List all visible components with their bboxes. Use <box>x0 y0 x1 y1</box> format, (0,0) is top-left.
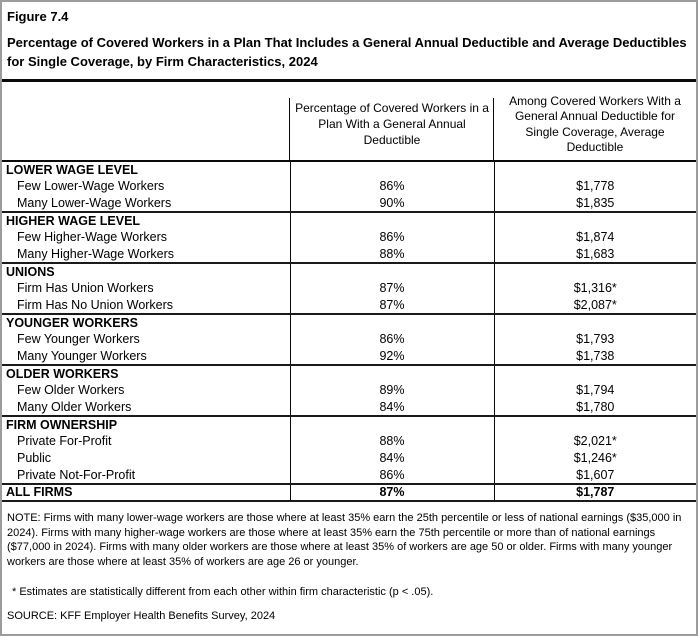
pct-cell: 86% <box>289 178 494 196</box>
deductible-cell <box>493 364 696 383</box>
deductible-table: Percentage of Covered Workers in a Plan … <box>2 81 696 503</box>
row-label-cell: Firm Has No Union Workers <box>17 297 174 312</box>
row-label-cell: Few Older Workers <box>17 383 125 397</box>
row-label-cell: Many Higher-Wage Workers <box>17 246 174 261</box>
table-body: LOWER WAGE LEVEL Few Lower-Wage Workers 86… <box>2 161 696 503</box>
row-label-cell: YOUNGER WORKERS <box>2 313 290 332</box>
column-divider <box>493 97 494 161</box>
column-header-deductible: Among Covered Workers With a General Ann… <box>493 81 696 163</box>
pct-cell: 86% <box>289 229 494 247</box>
deductible-cell: $1,794 <box>493 382 696 400</box>
pct-cell: 87% <box>289 297 494 315</box>
table-row: Public 84% $1,246* <box>2 450 696 468</box>
figure-title: Percentage of Covered Workers in a Plan … <box>7 35 687 69</box>
table-row: Private For-Profit 88% $2,021* <box>2 433 696 451</box>
table-row: Few Higher-Wage Workers 86% $1,874 <box>2 229 696 247</box>
table-row: Few Older Workers 89% $1,794 <box>2 382 696 400</box>
deductible-cell: $1,793 <box>493 331 696 349</box>
row-label-cell: Many Lower-Wage Workers <box>17 195 172 210</box>
column-header-pct-label: Percentage of Covered Workers in a Plan … <box>295 101 489 147</box>
row-label-cell: Many Older Workers <box>17 399 132 414</box>
pct-cell: 84% <box>289 399 494 417</box>
table-row: Many Older Workers 84% $1,780 <box>2 399 696 417</box>
pct-cell <box>289 364 494 383</box>
total-row: ALL FIRMS 87% $1,787 <box>2 483 696 503</box>
row-label-cell: Few Younger Workers <box>17 332 140 346</box>
pct-cell: 86% <box>289 467 494 485</box>
row-label-cell: Private Not-For-Profit <box>17 467 136 482</box>
section-header-row: LOWER WAGE LEVEL <box>2 161 696 179</box>
table-row: Few Lower-Wage Workers 86% $1,778 <box>2 178 696 196</box>
deductible-cell: $1,246* <box>493 450 696 468</box>
deductible-cell <box>493 262 696 281</box>
column-header-deductible-label: Among Covered Workers With a General Ann… <box>509 93 681 155</box>
deductible-cell: $1,780 <box>493 399 696 417</box>
pct-cell: 88% <box>289 246 494 264</box>
asterisk-note: * Estimates are statistically different … <box>12 585 434 598</box>
row-label-cell: OLDER WORKERS <box>2 364 290 383</box>
table-row: Many Higher-Wage Workers 88% $1,683 <box>2 246 696 264</box>
note-text: NOTE: Firms with many lower-wage workers… <box>7 512 682 568</box>
deductible-cell: $2,021* <box>493 433 696 451</box>
section-header-row: UNIONS <box>2 262 696 281</box>
pct-cell <box>289 415 494 434</box>
table-row: Private Not-For-Profit 86% $1,607 <box>2 467 696 485</box>
pct-cell: 89% <box>289 382 494 400</box>
figure-label: Figure 7.4 <box>7 9 69 24</box>
pct-cell: 86% <box>289 331 494 349</box>
pct-cell <box>289 211 494 230</box>
row-label-cell: FIRM OWNERSHIP <box>2 415 290 434</box>
row-label-cell: Firm Has Union Workers <box>17 281 154 295</box>
table-row: Firm Has Union Workers 87% $1,316* <box>2 280 696 298</box>
section-header-row: OLDER WORKERS <box>2 364 696 383</box>
pct-cell: 87% <box>289 483 494 503</box>
pct-cell <box>289 313 494 332</box>
pct-cell <box>289 161 494 179</box>
notes-block: NOTE: Firms with many lower-wage workers… <box>2 502 696 624</box>
table-row: Many Younger Workers 92% $1,738 <box>2 348 696 366</box>
row-label-cell: Public <box>17 451 52 465</box>
table-row: Firm Has No Union Workers 87% $2,087* <box>2 297 696 315</box>
deductible-cell: $1,778 <box>493 178 696 196</box>
row-label-cell: HIGHER WAGE LEVEL <box>2 211 290 230</box>
deductible-cell <box>493 415 696 434</box>
deductible-cell <box>493 161 696 179</box>
row-label-cell: Many Younger Workers <box>17 348 147 363</box>
pct-cell: 87% <box>289 280 494 298</box>
deductible-cell: $1,787 <box>493 483 696 503</box>
deductible-cell: $2,087* <box>493 297 696 315</box>
pct-cell <box>289 262 494 281</box>
deductible-cell: $1,738 <box>493 348 696 366</box>
pct-cell: 92% <box>289 348 494 366</box>
title-block: Figure 7.4 Percentage of Covered Workers… <box>2 2 696 82</box>
section-header-row: FIRM OWNERSHIP <box>2 415 696 434</box>
row-label-cell: ALL FIRMS <box>2 483 290 503</box>
pct-cell: 90% <box>289 195 494 213</box>
section-header-row: YOUNGER WORKERS <box>2 313 696 332</box>
row-label-cell: LOWER WAGE LEVEL <box>6 162 138 177</box>
pct-cell: 88% <box>289 433 494 451</box>
row-label-cell: UNIONS <box>2 262 290 281</box>
row-label-cell: Few Higher-Wage Workers <box>17 230 168 244</box>
table-row: Many Lower-Wage Workers 90% $1,835 <box>2 195 696 213</box>
column-header-characteristic <box>2 81 290 163</box>
deductible-cell <box>493 313 696 332</box>
deductible-cell: $1,835 <box>493 195 696 213</box>
column-divider <box>289 97 290 161</box>
table-row: Few Younger Workers 86% $1,793 <box>2 331 696 349</box>
pct-cell: 84% <box>289 450 494 468</box>
source-text: SOURCE: KFF Employer Health Benefits Sur… <box>7 610 276 623</box>
deductible-cell: $1,607 <box>493 467 696 485</box>
row-label-cell: Private For-Profit <box>17 434 112 448</box>
header-row: Percentage of Covered Workers in a Plan … <box>2 81 696 163</box>
deductible-cell: $1,683 <box>493 246 696 264</box>
row-label-cell: Few Lower-Wage Workers <box>17 179 165 193</box>
section-header-row: HIGHER WAGE LEVEL <box>2 211 696 230</box>
deductible-cell: $1,316* <box>493 280 696 298</box>
deductible-cell <box>493 211 696 230</box>
deductible-cell: $1,874 <box>493 229 696 247</box>
column-header-pct: Percentage of Covered Workers in a Plan … <box>289 81 494 163</box>
